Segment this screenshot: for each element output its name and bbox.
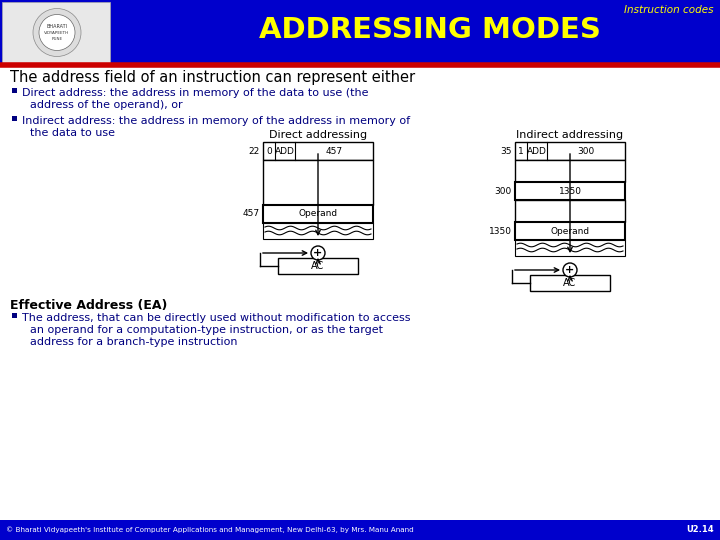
Text: address of the operand), or: address of the operand), or <box>30 100 183 110</box>
Text: 1350: 1350 <box>559 186 582 195</box>
Text: 457: 457 <box>325 146 343 156</box>
Bar <box>515 142 625 160</box>
Text: AC: AC <box>563 278 577 288</box>
Bar <box>515 182 625 200</box>
Bar <box>530 275 610 291</box>
Bar <box>0 520 720 540</box>
Text: the data to use: the data to use <box>30 128 115 138</box>
Text: 35: 35 <box>500 146 512 156</box>
Text: PUNE: PUNE <box>51 37 63 42</box>
Text: +: + <box>313 248 323 258</box>
Bar <box>263 223 373 239</box>
Bar <box>515 222 625 240</box>
Text: address for a branch-type instruction: address for a branch-type instruction <box>30 337 238 347</box>
Bar <box>515 200 625 222</box>
Text: 1: 1 <box>518 146 524 156</box>
Text: BHARATI: BHARATI <box>46 24 68 29</box>
Circle shape <box>563 263 577 277</box>
Bar <box>515 160 625 182</box>
Bar <box>12 116 17 121</box>
Text: 300: 300 <box>577 146 595 156</box>
Bar <box>278 258 358 274</box>
Text: 0: 0 <box>266 146 272 156</box>
Circle shape <box>33 9 81 57</box>
Text: U2.14: U2.14 <box>686 525 714 535</box>
Bar <box>263 205 373 223</box>
Text: Effective Address (EA): Effective Address (EA) <box>10 299 167 312</box>
Text: The address field of an instruction can represent either: The address field of an instruction can … <box>10 70 415 85</box>
Circle shape <box>311 246 325 260</box>
Text: The address, that can be directly used without modification to access: The address, that can be directly used w… <box>22 313 410 323</box>
Text: Indirect addressing: Indirect addressing <box>516 130 624 140</box>
Circle shape <box>39 15 75 51</box>
Text: AC: AC <box>311 261 325 271</box>
Text: Direct addressing: Direct addressing <box>269 130 367 140</box>
Text: ADD: ADD <box>275 146 295 156</box>
Bar <box>2 2 110 63</box>
Bar <box>12 88 17 93</box>
Text: 300: 300 <box>495 186 512 195</box>
Bar <box>263 160 373 205</box>
Text: Direct address: the address in memory of the data to use (the: Direct address: the address in memory of… <box>22 88 369 98</box>
Text: an operand for a computation-type instruction, or as the target: an operand for a computation-type instru… <box>30 325 383 335</box>
Text: +: + <box>565 265 575 275</box>
Bar <box>515 240 625 256</box>
Text: VIDYAPEETH: VIDYAPEETH <box>45 30 70 35</box>
Text: Operand: Operand <box>298 210 338 219</box>
Bar <box>12 313 17 318</box>
Bar <box>0 0 720 65</box>
Text: 22: 22 <box>248 146 260 156</box>
Text: © Bharati Vidyapeeth's Institute of Computer Applications and Management, New De: © Bharati Vidyapeeth's Institute of Comp… <box>6 526 414 534</box>
Text: Indirect address: the address in memory of the address in memory of: Indirect address: the address in memory … <box>22 116 410 126</box>
Text: 457: 457 <box>243 210 260 219</box>
Text: ADDRESSING MODES: ADDRESSING MODES <box>259 17 601 44</box>
Text: Operand: Operand <box>550 226 590 235</box>
Text: 1350: 1350 <box>489 226 512 235</box>
Text: Instruction codes: Instruction codes <box>624 5 714 15</box>
Bar <box>263 142 373 160</box>
Text: ADD: ADD <box>527 146 547 156</box>
